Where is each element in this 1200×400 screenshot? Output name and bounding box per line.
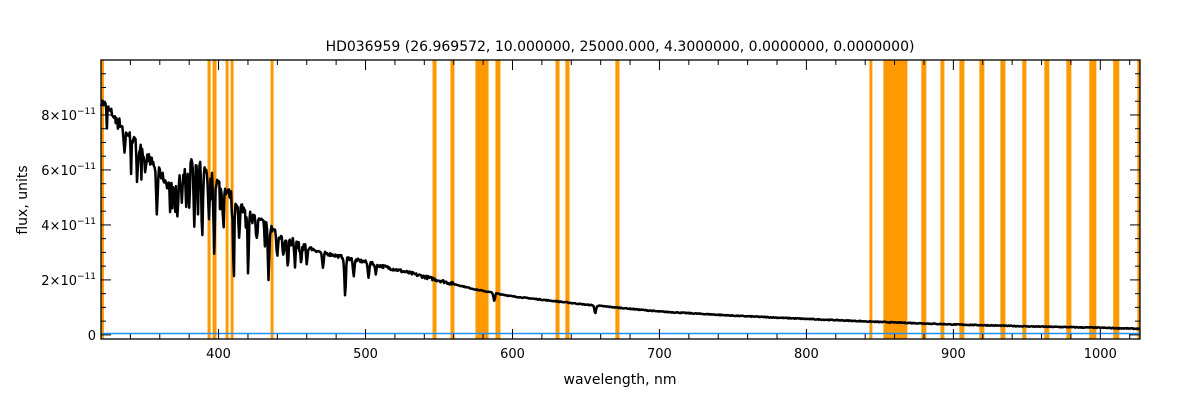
x-tick-label: 600 <box>500 347 525 362</box>
spectrum-line <box>99 99 1141 331</box>
x-axis-label: wavelength, nm <box>564 372 677 388</box>
masked-band <box>432 60 437 339</box>
x-tick-label: 700 <box>647 347 672 362</box>
x-tick-label: 400 <box>206 347 231 362</box>
masked-band <box>1113 60 1120 339</box>
masked-band <box>1000 60 1006 339</box>
y-tick-label: 6×10−11 <box>41 162 96 179</box>
y-tick-label: 8×10−11 <box>41 107 96 124</box>
masked-band <box>940 60 945 339</box>
axis-ticks: 400 500 600 700 800 900 1000 0 2×10−11 4×10−11 6×1… <box>41 60 1140 362</box>
masked-band <box>101 60 104 339</box>
series-layer <box>99 99 1141 335</box>
masked-band <box>1066 60 1072 339</box>
chart-title: HD036959 (26.969572, 10.000000, 25000.00… <box>326 39 915 55</box>
masked-band <box>1022 60 1027 339</box>
y-tick-label: 2×10−11 <box>41 272 96 289</box>
masked-band <box>450 60 455 339</box>
masked-band <box>1044 60 1050 339</box>
masked-band <box>883 60 908 339</box>
y-tick-label: 0 <box>88 329 96 344</box>
plot-frame <box>100 59 1141 340</box>
x-tick-label: 500 <box>353 347 378 362</box>
masked-band <box>270 60 274 339</box>
y-axis-label: flux, units <box>15 165 31 234</box>
masked-band <box>1137 60 1140 339</box>
masked-band <box>869 60 873 339</box>
masked-band <box>565 60 570 339</box>
x-tick-label: 800 <box>794 347 819 362</box>
x-tick-label: 900 <box>941 347 966 362</box>
y-tick-label: 4×10−11 <box>41 217 96 234</box>
x-tick-label: 1000 <box>1084 347 1117 362</box>
masked-bands <box>101 60 1140 339</box>
masked-band <box>495 60 501 339</box>
masked-band <box>979 60 985 339</box>
masked-band <box>615 60 620 339</box>
masked-band <box>921 60 927 339</box>
masked-band <box>555 60 560 339</box>
masked-band <box>475 60 489 339</box>
masked-band <box>1089 60 1097 339</box>
masked-band <box>225 60 229 339</box>
masked-band <box>959 60 965 339</box>
